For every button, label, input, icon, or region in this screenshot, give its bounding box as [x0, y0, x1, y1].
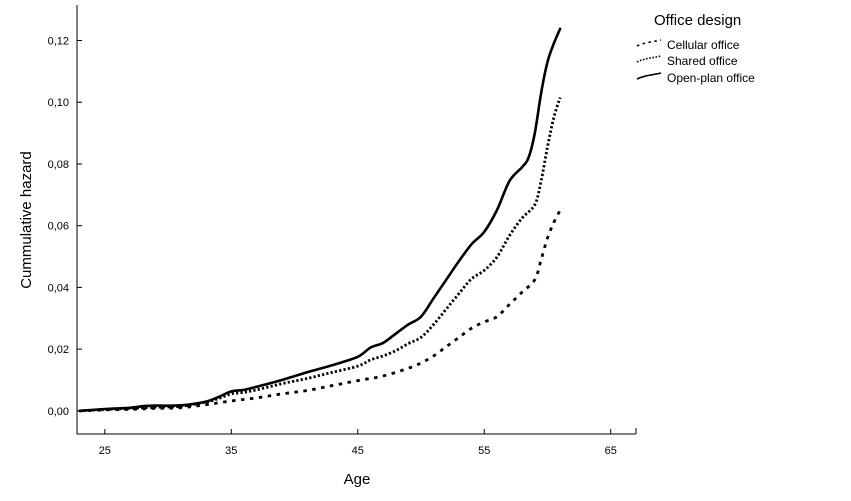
legend-swatch-shared-office	[636, 55, 662, 63]
y-axis-title: Cummulative hazard	[18, 151, 35, 289]
legend-label-cellular-office: Cellular office	[667, 38, 740, 52]
x-tick-label: 35	[225, 445, 237, 457]
y-tick-label: 0,04	[48, 282, 69, 294]
series-line-open-plan-office	[78, 27, 562, 413]
x-tick-label: 45	[352, 445, 364, 457]
legend-label-shared-office: Shared office	[667, 54, 738, 68]
series-line-cellular-office	[79, 209, 562, 413]
axes	[76, 5, 637, 435]
series-lines	[78, 27, 562, 413]
y-tick-label: 0,02	[48, 344, 69, 356]
legend-swatch-cellular-office	[636, 39, 662, 47]
x-tick-label: 65	[605, 445, 617, 457]
legend-label-open-plan-office: Open-plan office	[667, 71, 755, 85]
legend: Office design Cellular office Shared offi…	[636, 12, 755, 85]
y-tick-label: 0,06	[48, 221, 69, 233]
x-tick-label: 55	[478, 445, 490, 457]
y-tick-label: 0,10	[48, 97, 69, 109]
series-line-shared-office	[79, 97, 562, 413]
x-ticks: 25 35 45 55 65	[99, 429, 617, 457]
y-tick-label: 0,00	[48, 406, 69, 418]
y-ticks: 0,00 0,02 0,04 0,06 0,08 0,10 0,12	[48, 35, 82, 418]
y-tick-label: 0,08	[48, 159, 69, 171]
x-axis-title: Age	[344, 471, 371, 488]
legend-title: Office design	[654, 12, 741, 29]
legend-swatch-open-plan-office	[636, 72, 662, 80]
y-tick-label: 0,12	[48, 35, 69, 47]
legend-items: Cellular office Shared office Open-plan of…	[636, 38, 755, 85]
x-tick-label: 25	[99, 445, 111, 457]
